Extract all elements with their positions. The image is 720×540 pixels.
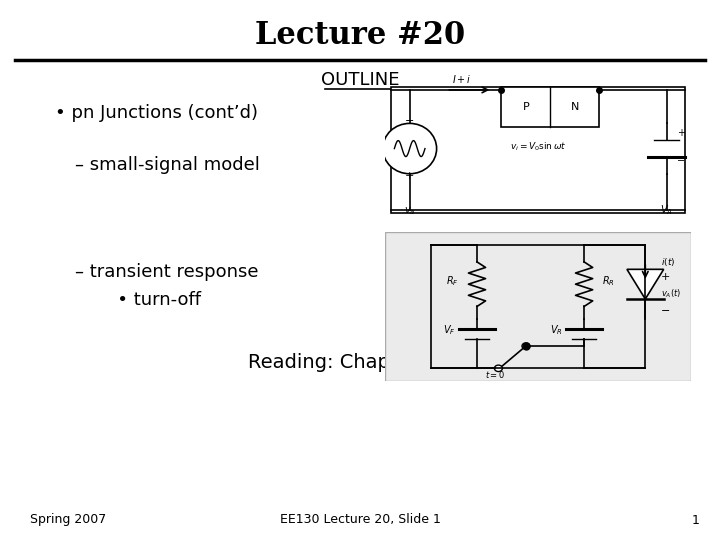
Text: – small-signal model: – small-signal model	[75, 156, 260, 174]
Bar	[392, 87, 685, 213]
Text: −: −	[405, 117, 415, 126]
Text: −: −	[660, 306, 670, 316]
Text: Spring 2007: Spring 2007	[30, 514, 107, 526]
Text: +: +	[678, 128, 685, 138]
Text: • pn Junctions (cont’d): • pn Junctions (cont’d)	[55, 104, 258, 122]
Text: $t=0$: $t=0$	[485, 369, 505, 380]
Polygon shape	[627, 269, 664, 299]
Text: $R_R$: $R_R$	[602, 274, 615, 288]
Text: $V_F$: $V_F$	[443, 323, 456, 338]
Text: P: P	[523, 102, 529, 112]
Text: $i(t)$: $i(t)$	[660, 256, 675, 268]
Text: $V_R$: $V_R$	[550, 323, 563, 338]
Circle shape	[522, 343, 530, 349]
Text: $v_a$: $v_a$	[404, 205, 415, 217]
Text: Lecture #20: Lecture #20	[255, 19, 465, 51]
Text: OUTLINE: OUTLINE	[320, 71, 400, 89]
Text: +: +	[405, 171, 415, 181]
Text: $I+i$: $I+i$	[452, 73, 472, 85]
Text: $v_i = V_0\sin\omega t$: $v_i = V_0\sin\omega t$	[510, 141, 567, 153]
Text: −: −	[678, 157, 685, 166]
Text: $R_F$: $R_F$	[446, 274, 459, 288]
Text: EE130 Lecture 20, Slide 1: EE130 Lecture 20, Slide 1	[279, 514, 441, 526]
Circle shape	[383, 124, 436, 174]
Text: $v_A(t)$: $v_A(t)$	[660, 288, 681, 300]
Text: $V_A$: $V_A$	[660, 204, 673, 217]
Circle shape	[495, 365, 503, 372]
Text: Reading: Chapters 7, 8: Reading: Chapters 7, 8	[248, 353, 472, 372]
Text: N: N	[571, 102, 579, 112]
Text: +: +	[660, 272, 670, 282]
Bar	[501, 87, 599, 127]
Text: 1: 1	[692, 514, 700, 526]
Text: – transient response: – transient response	[75, 263, 258, 281]
Text: • turn-off: • turn-off	[100, 291, 201, 309]
